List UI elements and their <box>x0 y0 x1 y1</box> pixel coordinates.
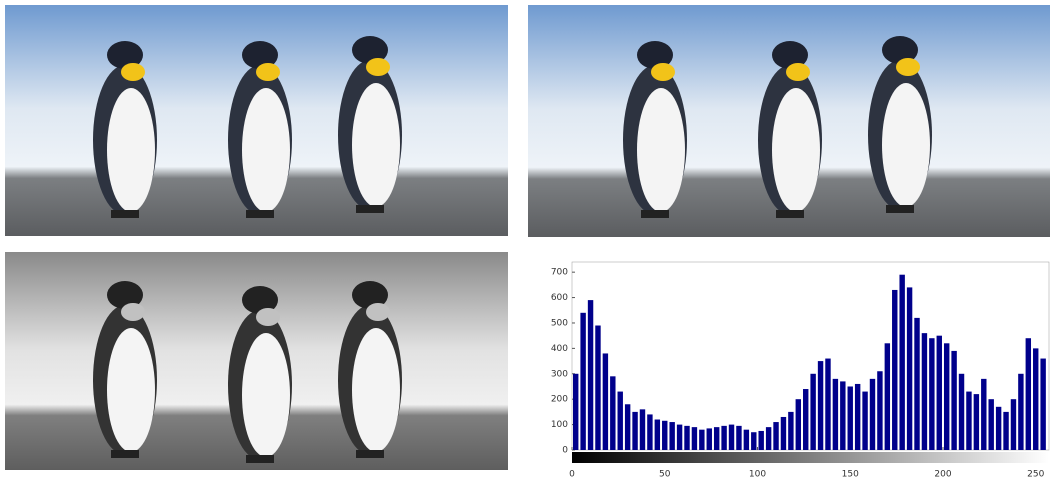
bar <box>573 374 578 450</box>
bar <box>766 427 771 450</box>
bar <box>974 394 979 450</box>
bar <box>966 392 971 450</box>
bar <box>899 275 904 450</box>
photo-enhanced <box>528 5 1050 237</box>
y-tick-label: 200 <box>551 395 568 405</box>
bar <box>640 409 645 450</box>
bar <box>996 407 1001 450</box>
y-tick-label: 700 <box>551 268 568 278</box>
bar <box>870 379 875 450</box>
bar <box>603 353 608 450</box>
bar <box>988 399 993 450</box>
bar <box>692 427 697 450</box>
bar <box>610 376 615 450</box>
bar <box>892 290 897 450</box>
bar <box>848 386 853 450</box>
y-tick-label: 500 <box>551 318 568 328</box>
bar <box>922 333 927 450</box>
bar <box>632 412 637 450</box>
bar <box>655 420 660 450</box>
bar <box>914 318 919 450</box>
bar <box>677 425 682 450</box>
bar <box>1026 338 1031 450</box>
bar <box>825 359 830 450</box>
bar <box>595 326 600 450</box>
intensity-colorbar <box>572 452 1049 463</box>
bar <box>818 361 823 450</box>
bar <box>862 392 867 450</box>
photo-color <box>5 5 508 236</box>
y-tick-label: 0 <box>562 446 568 456</box>
bar <box>833 379 838 450</box>
bar <box>781 417 786 450</box>
x-tick-label: 50 <box>659 470 671 480</box>
bar <box>625 404 630 450</box>
bar <box>810 374 815 450</box>
x-tick-label: 200 <box>934 470 951 480</box>
bar <box>1033 348 1038 450</box>
bar <box>907 287 912 450</box>
bar <box>1018 374 1023 450</box>
bar <box>929 338 934 450</box>
x-tick-label: 150 <box>842 470 859 480</box>
bar <box>588 300 593 450</box>
bar <box>580 313 585 450</box>
bar <box>788 412 793 450</box>
bar <box>662 421 667 450</box>
y-tick-label: 300 <box>551 369 568 379</box>
bar <box>877 371 882 450</box>
bar <box>714 427 719 450</box>
y-tick-label: 600 <box>551 293 568 303</box>
bar <box>840 381 845 450</box>
bar <box>885 343 890 450</box>
x-tick-label: 0 <box>569 470 575 480</box>
bar <box>855 384 860 450</box>
bar <box>1011 399 1016 450</box>
figure: 0 100 200 300 400 500 600 700 0 50 100 150 200 250 <box>0 0 1051 483</box>
photo-grayscale <box>5 252 508 470</box>
bar <box>803 389 808 450</box>
y-tick-label: 400 <box>551 344 568 354</box>
bar <box>669 422 674 450</box>
bar <box>684 426 689 450</box>
bar <box>647 414 652 450</box>
bar <box>758 431 763 450</box>
bar <box>618 392 623 450</box>
bar <box>721 426 726 450</box>
bar <box>729 425 734 450</box>
x-tick-label: 100 <box>749 470 766 480</box>
bar <box>796 399 801 450</box>
bar <box>1040 359 1045 450</box>
y-tick-label: 100 <box>551 420 568 430</box>
bar <box>751 432 756 450</box>
bar <box>773 422 778 450</box>
bar <box>981 379 986 450</box>
bar <box>951 351 956 450</box>
histogram: 0 100 200 300 400 500 600 700 0 50 100 150 200 250 <box>551 262 1049 480</box>
bar <box>744 430 749 450</box>
bar <box>944 343 949 450</box>
x-tick-label: 250 <box>1027 470 1044 480</box>
bar <box>959 374 964 450</box>
bar <box>699 430 704 450</box>
bar <box>707 428 712 450</box>
bar <box>736 426 741 450</box>
bar <box>937 336 942 450</box>
bar <box>1003 412 1008 450</box>
